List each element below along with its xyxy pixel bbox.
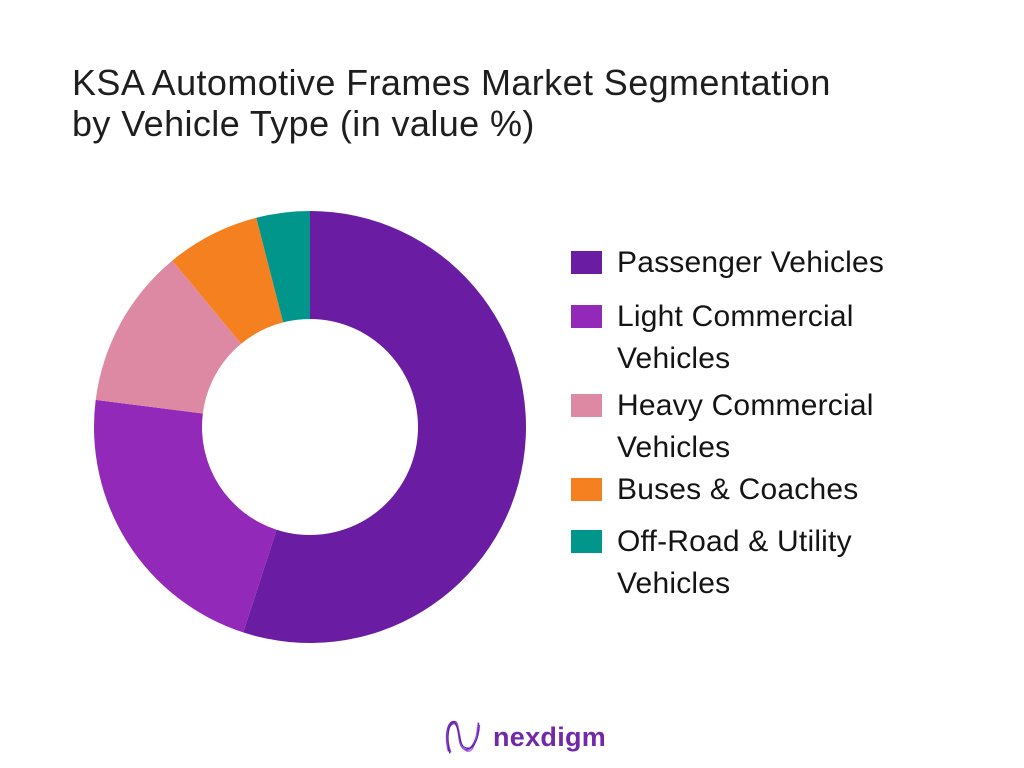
legend-swatch-light-commercial-vehicles <box>571 305 602 328</box>
legend-label: Off-Road & Utility Vehicles <box>617 525 852 600</box>
donut-segment-1 <box>93 399 277 633</box>
nexdigm-logo-text: nexdigm <box>493 721 607 752</box>
donut-segment-3 <box>172 217 284 344</box>
donut-segment-2 <box>95 260 242 414</box>
legend-item-off-road-utility-vehicles: Off-Road & Utility Vehicles <box>571 521 931 605</box>
chart-title: KSA Automotive Frames Market Segmentatio… <box>72 62 831 144</box>
nexdigm-logo-mark-icon <box>445 720 481 754</box>
legend-label: Passenger Vehicles <box>617 246 885 279</box>
donut-chart-svg <box>93 211 526 643</box>
legend-item-passenger-vehicles: Passenger Vehicles <box>571 242 931 284</box>
legend-swatch-passenger-vehicles <box>571 251 602 274</box>
donut-segment-0 <box>243 211 526 643</box>
donut-chart <box>92 209 528 645</box>
legend-label: Heavy Commercial Vehicles <box>617 389 874 464</box>
chart-title-line2: by Vehicle Type (in value %) <box>72 103 535 144</box>
legend-item-buses-coaches: Buses & Coaches <box>571 469 931 511</box>
legend-label: Light Commercial Vehicles <box>617 300 854 375</box>
legend-item-heavy-commercial-vehicles: Heavy Commercial Vehicles <box>571 385 931 469</box>
legend-swatch-buses-coaches <box>571 478 602 501</box>
legend-swatch-heavy-commercial-vehicles <box>571 394 602 417</box>
legend-item-light-commercial-vehicles: Light Commercial Vehicles <box>571 296 931 380</box>
chart-title-line1: KSA Automotive Frames Market Segmentatio… <box>72 62 831 103</box>
legend-label: Buses & Coaches <box>617 473 859 506</box>
donut-segment-4 <box>256 211 310 323</box>
legend-swatch-off-road-utility-vehicles <box>571 530 602 553</box>
nexdigm-logo: nexdigm <box>443 716 606 758</box>
chart-legend: Passenger Vehicles Light Commercial Vehi… <box>571 242 931 605</box>
